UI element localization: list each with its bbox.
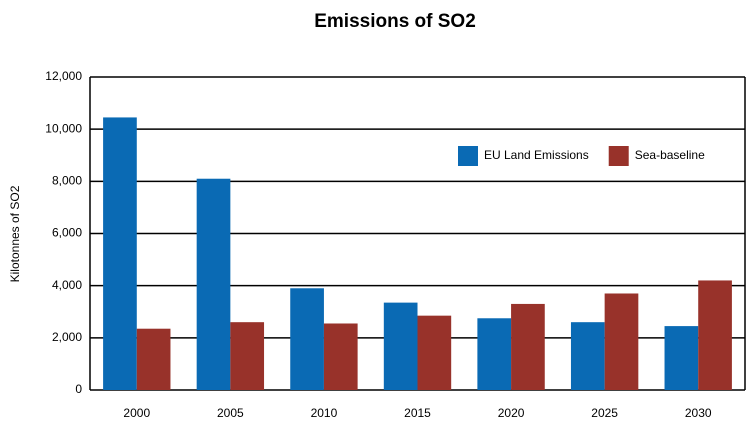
bar: [511, 303, 545, 390]
y-axis-label: Kilotonnes of SO2: [8, 185, 22, 282]
bar: [103, 117, 137, 390]
bar: [230, 322, 265, 390]
legend-label: EU Land Emissions: [484, 148, 589, 162]
y-tick-label: 12,000: [45, 69, 82, 83]
bar: [698, 280, 732, 390]
y-tick-label: 4,000: [52, 278, 82, 292]
legend-swatch: [608, 146, 629, 166]
bar: [570, 322, 605, 390]
bar: [477, 318, 512, 390]
x-tick-label: 2025: [591, 406, 618, 420]
x-tick-label: 2030: [685, 406, 712, 420]
x-tick-label: 2005: [217, 406, 244, 420]
bar: [383, 302, 418, 390]
legend-label: Sea-baseline: [635, 148, 705, 162]
x-tick-label: 2010: [311, 406, 338, 420]
bar: [290, 288, 324, 390]
y-tick-label: 10,000: [45, 121, 82, 135]
x-tick-label: 2015: [404, 406, 431, 420]
x-tick-label: 2020: [498, 406, 525, 420]
bar: [604, 293, 639, 390]
y-tick-label: 0: [75, 382, 82, 396]
bar: [323, 323, 358, 390]
bar: [196, 178, 231, 390]
legend-swatch: [458, 146, 478, 166]
bar: [417, 315, 452, 390]
y-tick-label: 6,000: [52, 226, 82, 240]
y-tick-label: 8,000: [52, 174, 82, 188]
bar: [136, 328, 171, 390]
y-tick-label: 2,000: [52, 330, 82, 344]
bar: [664, 326, 699, 390]
x-tick-label: 2000: [123, 406, 150, 420]
chart-title: Emissions of SO2: [314, 11, 476, 32]
